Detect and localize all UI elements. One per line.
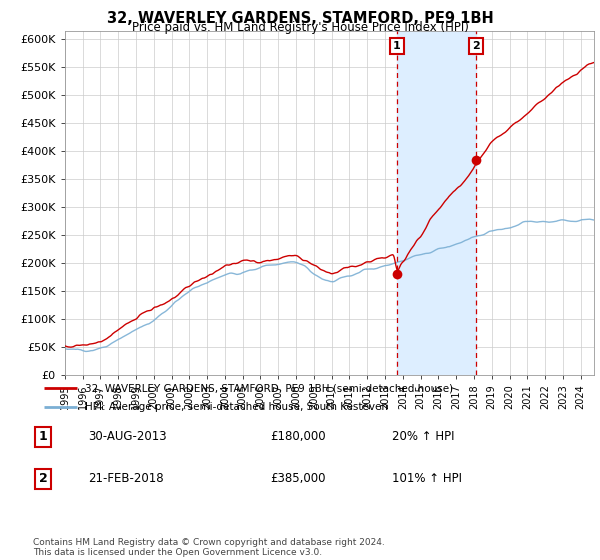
Text: 32, WAVERLEY GARDENS, STAMFORD, PE9 1BH (semi-detached house): 32, WAVERLEY GARDENS, STAMFORD, PE9 1BH …	[85, 383, 454, 393]
Bar	[397, 31, 476, 375]
Text: HPI: Average price, semi-detached house, South Kesteven: HPI: Average price, semi-detached house,…	[85, 402, 388, 412]
Text: Price paid vs. HM Land Registry's House Price Index (HPI): Price paid vs. HM Land Registry's House …	[131, 21, 469, 34]
Text: £180,000: £180,000	[271, 430, 326, 443]
Text: 101% ↑ HPI: 101% ↑ HPI	[392, 473, 462, 486]
Text: 2: 2	[38, 473, 47, 486]
Text: 30-AUG-2013: 30-AUG-2013	[88, 430, 167, 443]
Text: 1: 1	[38, 430, 47, 443]
Text: 32, WAVERLEY GARDENS, STAMFORD, PE9 1BH: 32, WAVERLEY GARDENS, STAMFORD, PE9 1BH	[107, 11, 493, 26]
Text: £385,000: £385,000	[271, 473, 326, 486]
Text: 20% ↑ HPI: 20% ↑ HPI	[392, 430, 454, 443]
Text: 2: 2	[472, 41, 480, 52]
Text: 1: 1	[393, 41, 401, 52]
Text: 21-FEB-2018: 21-FEB-2018	[88, 473, 164, 486]
Text: Contains HM Land Registry data © Crown copyright and database right 2024.
This d: Contains HM Land Registry data © Crown c…	[33, 538, 385, 557]
